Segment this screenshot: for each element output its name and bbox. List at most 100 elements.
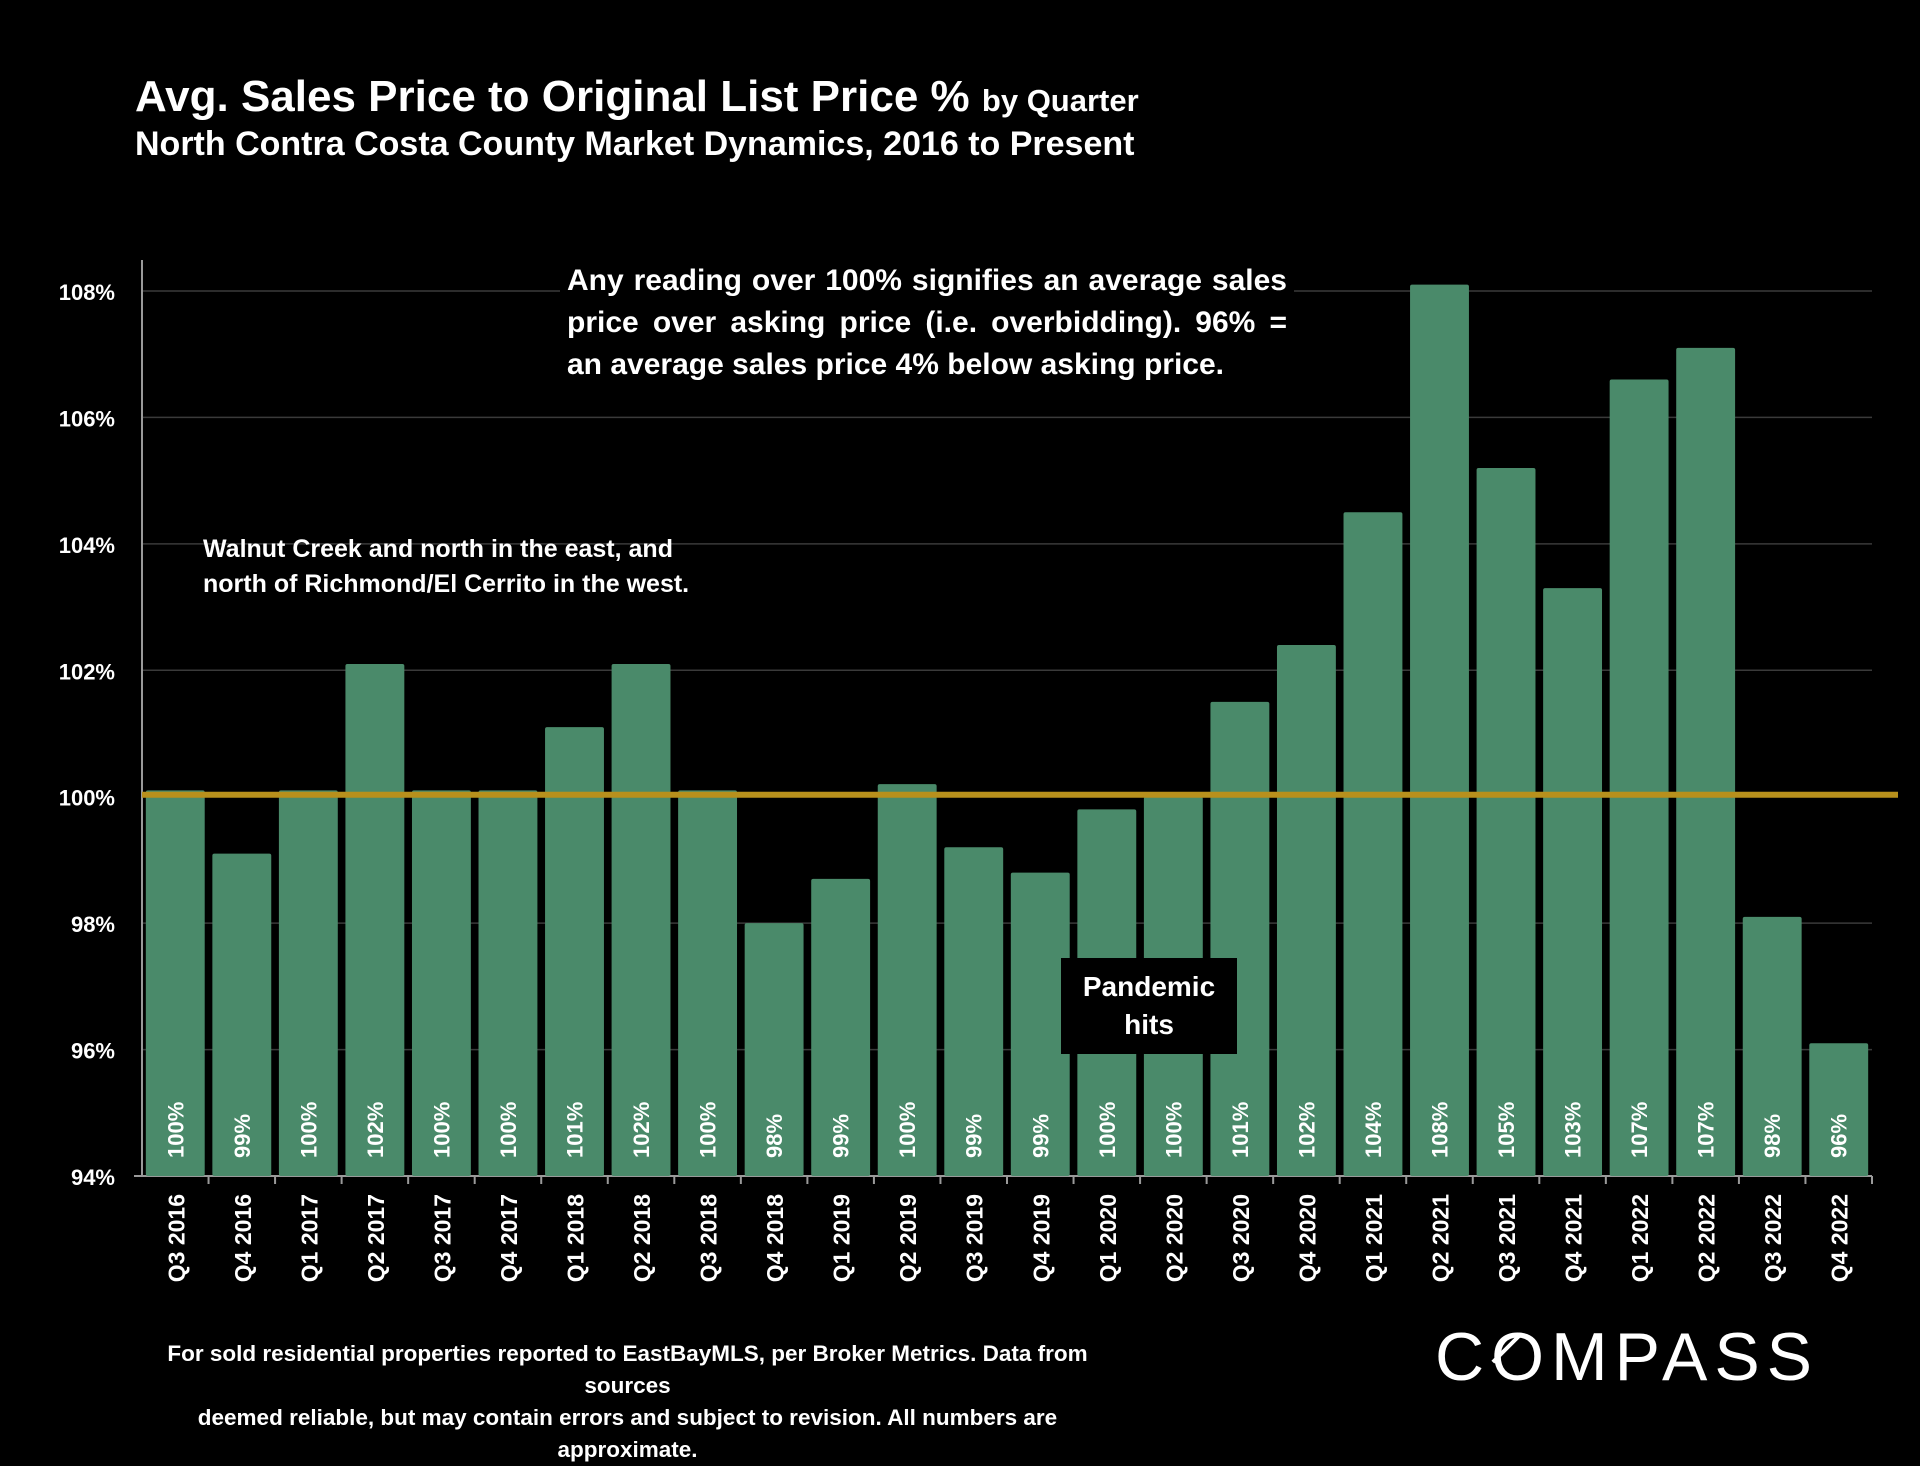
x-tick-label: Q4 2022 (1827, 1194, 1853, 1282)
title-block: Avg. Sales Price to Original List Price … (135, 72, 1735, 165)
chart-title-suffix: by Quarter (981, 83, 1139, 118)
data-label: 102% (1294, 1102, 1319, 1158)
x-tick-label: Q1 2022 (1627, 1194, 1653, 1282)
pandemic-note: Pandemic hits (1061, 958, 1237, 1054)
bar (611, 663, 671, 1176)
bar (1676, 347, 1736, 1177)
bar (278, 790, 338, 1176)
y-tick-label: 96% (71, 1039, 115, 1064)
data-label: 100% (296, 1102, 321, 1158)
chart-title: Avg. Sales Price to Original List Price … (135, 72, 1735, 123)
region-note: Walnut Creek and north in the east, and … (203, 532, 723, 602)
bar (145, 790, 205, 1176)
data-label: 107% (1694, 1102, 1719, 1158)
x-tick-label: Q4 2018 (762, 1194, 788, 1282)
x-tick-label: Q1 2019 (829, 1194, 855, 1282)
bars (145, 284, 1869, 1177)
x-tick-label: Q3 2016 (163, 1194, 189, 1282)
x-tick-label: Q4 2021 (1561, 1194, 1587, 1282)
x-tick-label: Q3 2018 (696, 1194, 722, 1282)
bar (811, 878, 871, 1176)
x-tick-label: Q2 2019 (895, 1194, 921, 1282)
data-labels: 100% 99% 100% 102% 100% 100% 101% 102% 100% 98% 99… (163, 1102, 1851, 1158)
bar (411, 790, 471, 1176)
data-label: 100% (429, 1102, 454, 1158)
x-tick-label: Q2 2018 (629, 1194, 655, 1282)
x-tick-label: Q2 2022 (1694, 1194, 1720, 1282)
bar (1343, 512, 1403, 1176)
x-tick-label: Q1 2017 (296, 1194, 322, 1282)
region-note-line-2: north of Richmond/El Cerrito in the west… (203, 570, 690, 598)
bar (944, 847, 1004, 1176)
x-tick-label: Q2 2017 (363, 1194, 389, 1282)
bar (1809, 1043, 1869, 1176)
bar (744, 923, 804, 1176)
y-tick-label: 94% (71, 1165, 115, 1190)
bar (1609, 379, 1669, 1176)
bar (877, 784, 937, 1176)
y-tick-label: 106% (59, 406, 115, 431)
region-note-line-1: Walnut Creek and north in the east, and (203, 535, 673, 563)
footnote-line-2: deemed reliable, but may contain errors … (197, 1405, 1058, 1462)
bar (478, 790, 538, 1176)
x-tick-label: Q1 2021 (1361, 1194, 1387, 1282)
y-tick-label: 102% (59, 659, 115, 684)
compass-logo: CO MPASS (1435, 1318, 1819, 1396)
x-tick-label: Q4 2016 (230, 1194, 256, 1282)
data-label: 96% (1827, 1114, 1852, 1158)
y-tick-label: 104% (59, 533, 115, 558)
bar (1210, 701, 1270, 1176)
data-label: 100% (1161, 1102, 1186, 1158)
y-tick-label: 108% (59, 280, 115, 305)
data-label: 107% (1627, 1102, 1652, 1158)
data-label: 100% (895, 1102, 920, 1158)
bar (1742, 916, 1802, 1176)
data-label: 98% (762, 1114, 787, 1158)
data-label: 101% (1228, 1102, 1253, 1158)
data-label: 102% (629, 1102, 654, 1158)
data-label: 99% (1028, 1114, 1053, 1158)
data-label: 105% (1494, 1102, 1519, 1158)
chart-subtitle: North Contra Costa County Market Dynamic… (135, 124, 1135, 163)
bar (1476, 468, 1536, 1176)
pandemic-note-line-1: Pandemic (1082, 971, 1216, 1002)
x-tick-label: Q1 2018 (563, 1194, 589, 1282)
footnote-line-1: For sold residential properties reported… (167, 1341, 1088, 1398)
data-label: 100% (1095, 1102, 1120, 1158)
bar (212, 853, 272, 1176)
x-tick-label: Q1 2020 (1095, 1194, 1121, 1282)
x-tick-label: Q3 2022 (1760, 1194, 1786, 1282)
x-tick-label: Q3 2017 (429, 1194, 455, 1282)
bar (545, 727, 604, 1176)
x-tick-label: Q2 2020 (1161, 1194, 1187, 1282)
y-tick-label: 98% (71, 912, 115, 937)
data-label: 99% (962, 1114, 987, 1158)
bar (1410, 284, 1469, 1176)
data-label: 100% (496, 1102, 521, 1158)
x-tick-label: Q3 2019 (962, 1194, 988, 1282)
bar (678, 790, 738, 1176)
data-label: 98% (1760, 1114, 1785, 1158)
logo-letters: MPASS (1551, 1319, 1820, 1395)
x-tick-label: Q4 2017 (496, 1194, 522, 1282)
source-footnote: For sold residential properties reported… (155, 1338, 1100, 1466)
x-tick-label: Q3 2020 (1228, 1194, 1254, 1282)
tick-labels: 94% 96% 98% 100% 102% 104% 106% 108% Q3 2016 Q4 2… (59, 280, 1853, 1282)
data-label: 108% (1428, 1102, 1453, 1158)
data-label: 100% (163, 1102, 188, 1158)
chart-title-main: Avg. Sales Price to Original List Price … (135, 72, 970, 121)
data-label: 104% (1361, 1102, 1386, 1158)
data-label: 101% (563, 1102, 588, 1158)
data-label: 99% (230, 1114, 255, 1158)
data-label: 102% (363, 1102, 388, 1158)
logo-letter-c: C (1435, 1319, 1492, 1395)
x-tick-label: Q3 2021 (1494, 1194, 1520, 1282)
bar (345, 663, 405, 1176)
x-tick-label: Q4 2019 (1028, 1194, 1054, 1282)
data-label: 100% (696, 1102, 721, 1158)
data-label: 99% (829, 1114, 854, 1158)
data-label: 103% (1561, 1102, 1586, 1158)
bar (1010, 872, 1070, 1176)
logo-ring-icon: O (1491, 1319, 1552, 1395)
